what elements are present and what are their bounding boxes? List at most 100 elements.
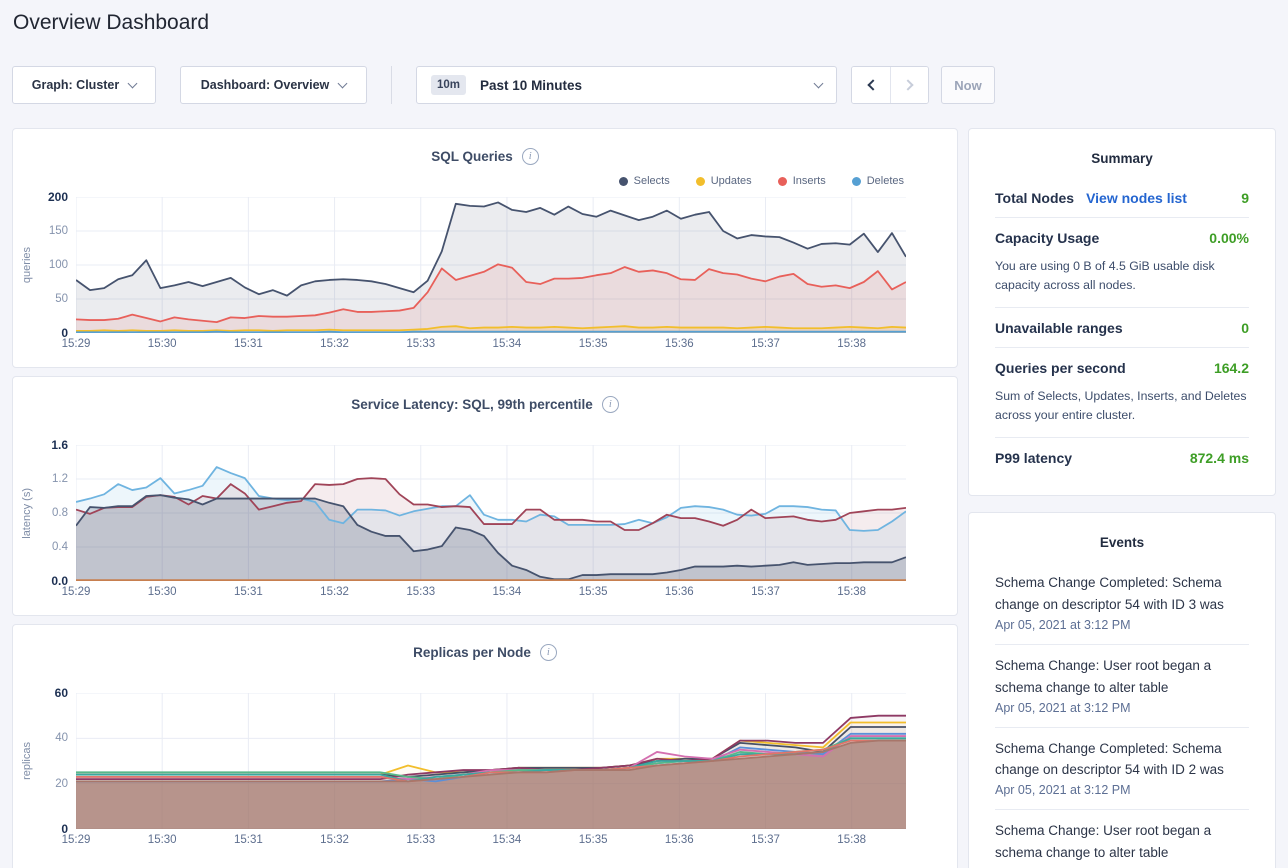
x-axis-tick: 15:33 [406, 338, 436, 350]
dashboard-dropdown-label: Dashboard: Overview [200, 78, 330, 92]
x-axis-tick: 15:31 [233, 834, 263, 846]
y-axis-tick: 20 [55, 777, 68, 790]
time-pager [851, 66, 929, 104]
event-text: Schema Change Completed: Schema change o… [995, 740, 1224, 778]
toolbar-divider [391, 66, 392, 104]
unavailable-ranges-value: 0 [1241, 320, 1249, 337]
y-axis-tick: 0 [61, 822, 68, 836]
x-axis-tick: 15:35 [578, 834, 608, 846]
event-item[interactable]: Schema Change: User root began a schema … [969, 810, 1275, 868]
legend-item[interactable]: Selects [618, 175, 670, 187]
summary-row-p99: P99 latency 872.4 ms [995, 438, 1249, 477]
event-item[interactable]: Schema Change Completed: Schema change o… [969, 562, 1275, 644]
now-button[interactable]: Now [941, 66, 995, 104]
x-axis: 15:29 15:30 15:31 15:32 15:33 15:34 15:35 15:36… [62, 338, 906, 353]
x-axis-tick: 15:37 [751, 586, 780, 598]
x-axis-tick: 15:36 [664, 586, 694, 598]
event-item[interactable]: Schema Change Completed: Schema change o… [969, 728, 1275, 810]
divider [995, 437, 1249, 439]
events-title: Events [1099, 535, 1145, 551]
info-icon[interactable]: i [601, 396, 619, 413]
x-axis-tick: 15:31 [233, 338, 263, 350]
chevron-down-icon [337, 78, 348, 89]
summary-panel: Summary Total Nodes View nodes list 9 Ca… [968, 128, 1276, 497]
x-axis-tick: 15:31 [233, 586, 263, 598]
legend-dot-icon [618, 176, 628, 186]
event-text: Schema Change: User root began a schema … [995, 823, 1212, 861]
chevron-right-icon [902, 79, 914, 91]
legend-item[interactable]: Inserts [777, 175, 826, 187]
summary-row-total-nodes: Total Nodes View nodes list 9 [995, 178, 1249, 217]
event-text: Schema Change Completed: Schema change o… [995, 575, 1224, 613]
chevron-down-icon [127, 78, 138, 89]
x-axis-tick: 15:32 [320, 586, 349, 598]
legend-label: Updates [710, 175, 752, 187]
y-axis-tick: 0 [61, 326, 68, 340]
y-axis-tick: 1.6 [51, 438, 68, 452]
y-axis: 0 20 40 60 [13, 686, 68, 836]
toolbar: Graph: Cluster Dashboard: Overview 10m P… [12, 66, 995, 104]
time-range-selector[interactable]: 10m Past 10 Minutes [416, 66, 837, 104]
x-axis-tick: 15:34 [492, 834, 522, 846]
x-axis-tick: 15:34 [492, 338, 522, 350]
y-axis-tick: 1.2 [52, 473, 68, 485]
chart-plot[interactable] [76, 445, 906, 581]
chart-plot[interactable] [76, 197, 906, 333]
service-latency-chart-card: Service Latency: SQL, 99th percentile i … [12, 376, 958, 616]
divider [995, 809, 1249, 811]
x-axis-tick: 15:34 [492, 586, 522, 598]
total-nodes-label: Total Nodes [995, 190, 1075, 206]
x-axis-tick: 15:36 [664, 338, 694, 350]
event-timestamp: Apr 05, 2021 at 3:12 PM [995, 700, 1131, 715]
x-axis-tick: 15:33 [406, 834, 436, 846]
legend-dot-icon [851, 176, 861, 186]
legend-item[interactable]: Updates [695, 175, 752, 187]
summary-row-capacity: Capacity Usage 0.00% [995, 218, 1249, 257]
x-axis-tick: 15:29 [61, 338, 91, 350]
y-axis-tick: 150 [48, 225, 68, 237]
view-nodes-list-link[interactable]: View nodes list [1086, 190, 1187, 206]
time-range-badge: 10m [431, 75, 467, 95]
y-axis: 0 50 100 150 200 [13, 190, 68, 340]
chevron-down-icon [813, 78, 824, 89]
event-item[interactable]: Schema Change: User root began a schema … [969, 645, 1275, 727]
x-axis-tick: 15:38 [837, 834, 867, 846]
events-panel: Events Schema Change Completed: Schema c… [968, 512, 1276, 868]
legend-label: Selects [633, 175, 670, 187]
dashboard-dropdown[interactable]: Dashboard: Overview [180, 66, 367, 104]
summary-title: Summary [1091, 151, 1153, 166]
chart-plot[interactable] [76, 693, 906, 829]
chart-title: SQL Queries [431, 149, 513, 164]
y-axis: 0.0 0.4 0.8 1.2 1.6 [13, 438, 68, 588]
total-nodes-value: 9 [1241, 190, 1249, 206]
chevron-left-icon [866, 79, 879, 91]
prev-range-button[interactable] [852, 67, 890, 103]
x-axis-tick: 15:35 [578, 338, 608, 350]
divider [995, 347, 1249, 349]
y-axis-tick: 100 [48, 259, 68, 271]
event-timestamp: Apr 05, 2021 at 3:12 PM [995, 783, 1131, 798]
queries-per-second-label: Queries per second [995, 360, 1126, 377]
capacity-usage-label: Capacity Usage [995, 230, 1100, 246]
summary-row-unavailable: Unavailable ranges 0 [995, 308, 1249, 347]
legend-label: Inserts [792, 175, 826, 187]
time-range-label: Past 10 Minutes [480, 77, 583, 93]
graph-dropdown[interactable]: Graph: Cluster [12, 66, 156, 104]
legend-item[interactable]: Deletes [851, 175, 904, 187]
summary-row-qps: Queries per second 164.2 [995, 348, 1249, 387]
x-axis-tick: 15:30 [147, 338, 177, 350]
x-axis: 15:29 15:30 15:31 15:32 15:33 15:34 15:35 15:36… [62, 834, 906, 849]
chart-legend: Selects Updates Inserts Deletes [618, 175, 904, 187]
y-axis-tick: 50 [55, 293, 68, 305]
info-icon[interactable]: i [539, 644, 557, 661]
info-icon[interactable]: i [521, 148, 539, 165]
legend-label: Deletes [866, 175, 904, 187]
x-axis-tick: 15:38 [837, 586, 867, 598]
x-axis: 15:29 15:30 15:31 15:32 15:33 15:34 15:35 15:36… [62, 586, 906, 601]
capacity-usage-description: You are using 0 B of 4.5 GiB usable disk… [995, 259, 1215, 293]
queries-per-second-description: Sum of Selects, Updates, Inserts, and De… [995, 389, 1247, 423]
chart-title: Service Latency: SQL, 99th percentile [351, 397, 593, 412]
events-list: Schema Change Completed: Schema change o… [969, 562, 1275, 868]
next-range-button[interactable] [890, 67, 928, 103]
x-axis-tick: 15:30 [147, 834, 177, 846]
